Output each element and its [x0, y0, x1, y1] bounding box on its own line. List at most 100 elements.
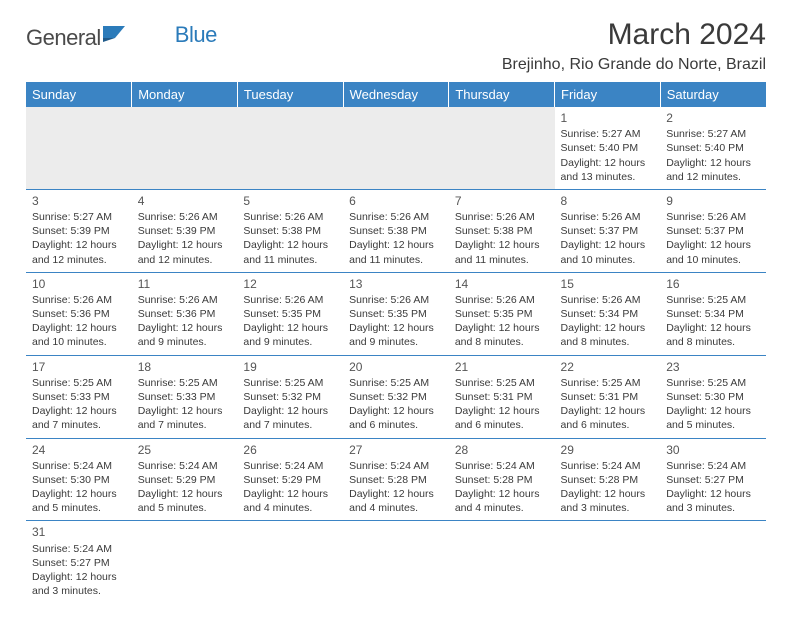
day-number: 1	[561, 110, 655, 126]
day-detail-line: and 8 minutes.	[455, 335, 549, 349]
day-detail-line: Sunrise: 5:26 AM	[138, 210, 232, 224]
day-detail-line: Sunrise: 5:26 AM	[666, 210, 760, 224]
calendar-day-cell: 7Sunrise: 5:26 AMSunset: 5:38 PMDaylight…	[449, 189, 555, 272]
day-number: 8	[561, 193, 655, 209]
day-detail-line: Daylight: 12 hours	[561, 321, 655, 335]
day-detail-line: Sunset: 5:29 PM	[243, 473, 337, 487]
day-detail-line: Daylight: 12 hours	[561, 238, 655, 252]
calendar-day-cell	[237, 521, 343, 603]
day-detail-line: Sunset: 5:33 PM	[138, 390, 232, 404]
day-detail-line: Daylight: 12 hours	[561, 487, 655, 501]
calendar-week-row: 10Sunrise: 5:26 AMSunset: 5:36 PMDayligh…	[26, 272, 766, 355]
column-header: Wednesday	[343, 82, 449, 107]
day-detail-line: and 10 minutes.	[32, 335, 126, 349]
calendar-day-cell	[26, 107, 132, 189]
day-detail-line: and 6 minutes.	[561, 418, 655, 432]
day-detail-line: Sunset: 5:38 PM	[455, 224, 549, 238]
day-detail-line: Sunset: 5:37 PM	[561, 224, 655, 238]
column-header: Saturday	[660, 82, 766, 107]
calendar-day-cell: 27Sunrise: 5:24 AMSunset: 5:28 PMDayligh…	[343, 438, 449, 521]
calendar-day-cell: 15Sunrise: 5:26 AMSunset: 5:34 PMDayligh…	[555, 272, 661, 355]
day-number: 12	[243, 276, 337, 292]
calendar-table: SundayMondayTuesdayWednesdayThursdayFrid…	[26, 82, 766, 603]
day-detail-line: Sunset: 5:28 PM	[349, 473, 443, 487]
calendar-day-cell: 2Sunrise: 5:27 AMSunset: 5:40 PMDaylight…	[660, 107, 766, 189]
day-detail-line: and 3 minutes.	[561, 501, 655, 515]
day-number: 13	[349, 276, 443, 292]
day-detail-line: Sunset: 5:28 PM	[561, 473, 655, 487]
day-detail-line: Sunset: 5:28 PM	[455, 473, 549, 487]
day-detail-line: Daylight: 12 hours	[561, 156, 655, 170]
calendar-day-cell	[237, 107, 343, 189]
calendar-day-cell: 13Sunrise: 5:26 AMSunset: 5:35 PMDayligh…	[343, 272, 449, 355]
calendar-day-cell: 24Sunrise: 5:24 AMSunset: 5:30 PMDayligh…	[26, 438, 132, 521]
day-detail-line: and 10 minutes.	[666, 253, 760, 267]
column-header: Sunday	[26, 82, 132, 107]
day-detail-line: Sunset: 5:35 PM	[243, 307, 337, 321]
calendar-week-row: 31Sunrise: 5:24 AMSunset: 5:27 PMDayligh…	[26, 521, 766, 603]
day-detail-line: Sunset: 5:37 PM	[666, 224, 760, 238]
location: Brejinho, Rio Grande do Norte, Brazil	[502, 56, 766, 74]
calendar-page: General Blue March 2024 Brejinho, Rio Gr…	[0, 0, 792, 621]
day-number: 30	[666, 442, 760, 458]
calendar-day-cell: 26Sunrise: 5:24 AMSunset: 5:29 PMDayligh…	[237, 438, 343, 521]
day-detail-line: Sunrise: 5:25 AM	[666, 293, 760, 307]
day-detail-line: Sunrise: 5:26 AM	[561, 293, 655, 307]
day-detail-line: Daylight: 12 hours	[32, 321, 126, 335]
day-detail-line: Sunrise: 5:26 AM	[243, 210, 337, 224]
day-detail-line: and 12 minutes.	[32, 253, 126, 267]
day-number: 11	[138, 276, 232, 292]
day-number: 18	[138, 359, 232, 375]
day-detail-line: Sunrise: 5:27 AM	[666, 127, 760, 141]
calendar-day-cell: 3Sunrise: 5:27 AMSunset: 5:39 PMDaylight…	[26, 189, 132, 272]
day-detail-line: Sunrise: 5:26 AM	[455, 210, 549, 224]
day-number: 21	[455, 359, 549, 375]
calendar-day-cell: 6Sunrise: 5:26 AMSunset: 5:38 PMDaylight…	[343, 189, 449, 272]
day-detail-line: and 9 minutes.	[138, 335, 232, 349]
day-detail-line: Sunrise: 5:25 AM	[666, 376, 760, 390]
day-detail-line: Sunset: 5:31 PM	[455, 390, 549, 404]
day-number: 27	[349, 442, 443, 458]
day-detail-line: and 3 minutes.	[32, 584, 126, 598]
calendar-day-cell: 20Sunrise: 5:25 AMSunset: 5:32 PMDayligh…	[343, 355, 449, 438]
day-detail-line: Sunset: 5:29 PM	[138, 473, 232, 487]
calendar-day-cell: 11Sunrise: 5:26 AMSunset: 5:36 PMDayligh…	[132, 272, 238, 355]
day-detail-line: Daylight: 12 hours	[666, 238, 760, 252]
header: General Blue March 2024 Brejinho, Rio Gr…	[26, 18, 766, 74]
day-detail-line: Sunset: 5:27 PM	[666, 473, 760, 487]
title-block: March 2024 Brejinho, Rio Grande do Norte…	[502, 18, 766, 74]
day-detail-line: and 8 minutes.	[561, 335, 655, 349]
day-detail-line: Daylight: 12 hours	[32, 487, 126, 501]
day-detail-line: and 9 minutes.	[243, 335, 337, 349]
calendar-day-cell: 23Sunrise: 5:25 AMSunset: 5:30 PMDayligh…	[660, 355, 766, 438]
calendar-day-cell: 28Sunrise: 5:24 AMSunset: 5:28 PMDayligh…	[449, 438, 555, 521]
day-detail-line: Daylight: 12 hours	[138, 487, 232, 501]
calendar-day-cell: 25Sunrise: 5:24 AMSunset: 5:29 PMDayligh…	[132, 438, 238, 521]
day-detail-line: Daylight: 12 hours	[243, 404, 337, 418]
day-detail-line: and 11 minutes.	[455, 253, 549, 267]
calendar-day-cell: 22Sunrise: 5:25 AMSunset: 5:31 PMDayligh…	[555, 355, 661, 438]
day-detail-line: Daylight: 12 hours	[243, 487, 337, 501]
calendar-day-cell: 12Sunrise: 5:26 AMSunset: 5:35 PMDayligh…	[237, 272, 343, 355]
day-detail-line: Sunset: 5:34 PM	[561, 307, 655, 321]
calendar-day-cell	[660, 521, 766, 603]
day-number: 2	[666, 110, 760, 126]
day-detail-line: Daylight: 12 hours	[455, 321, 549, 335]
day-detail-line: and 4 minutes.	[455, 501, 549, 515]
calendar-day-cell	[449, 521, 555, 603]
day-number: 26	[243, 442, 337, 458]
day-detail-line: Sunrise: 5:25 AM	[243, 376, 337, 390]
day-detail-line: Sunrise: 5:26 AM	[243, 293, 337, 307]
day-detail-line: Sunrise: 5:24 AM	[666, 459, 760, 473]
day-detail-line: and 7 minutes.	[243, 418, 337, 432]
calendar-day-cell: 21Sunrise: 5:25 AMSunset: 5:31 PMDayligh…	[449, 355, 555, 438]
calendar-day-cell: 8Sunrise: 5:26 AMSunset: 5:37 PMDaylight…	[555, 189, 661, 272]
day-detail-line: Daylight: 12 hours	[243, 238, 337, 252]
calendar-day-cell: 17Sunrise: 5:25 AMSunset: 5:33 PMDayligh…	[26, 355, 132, 438]
day-detail-line: Sunrise: 5:26 AM	[32, 293, 126, 307]
day-number: 31	[32, 524, 126, 540]
calendar-day-cell: 19Sunrise: 5:25 AMSunset: 5:32 PMDayligh…	[237, 355, 343, 438]
calendar-day-cell: 9Sunrise: 5:26 AMSunset: 5:37 PMDaylight…	[660, 189, 766, 272]
logo: General Blue	[26, 24, 217, 51]
column-header: Monday	[132, 82, 238, 107]
